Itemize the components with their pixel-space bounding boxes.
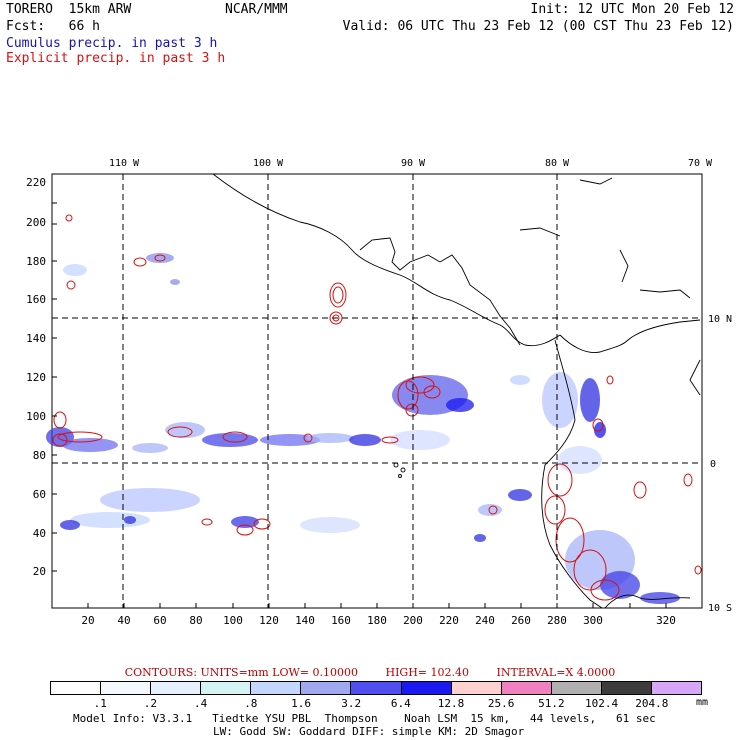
- colorbar-value: 51.2: [538, 697, 565, 710]
- cumulus-precip-label: Cumulus precip. in past 3 h: [6, 36, 218, 51]
- x-tick-label: 140: [295, 614, 315, 627]
- lat-label: 0: [710, 459, 716, 470]
- lon-label: 80 W: [545, 158, 570, 169]
- precip-colorbar: [50, 681, 702, 695]
- init-time: Init: 12 UTC Mon 20 Feb 12: [530, 2, 735, 17]
- y-tick-label: 60: [33, 488, 46, 501]
- contour-interval: INTERVAL=X 4.0000: [496, 666, 616, 679]
- x-tick-label: 320: [656, 614, 676, 627]
- contour-info: CONTOURS: UNITS=mm LOW= 0.10000 HIGH= 10…: [0, 666, 740, 679]
- x-tick-label: 20: [81, 614, 94, 627]
- colorbar-value: .1: [93, 697, 107, 710]
- colorbar-cell: [51, 682, 102, 694]
- x-tick-label: 300: [583, 614, 603, 627]
- model-info-line2: LW: Godd SW: Goddard DIFF: simple KM: 2D…: [213, 725, 525, 738]
- colorbar-cell: [551, 682, 602, 694]
- y-tick-label: 220: [26, 176, 46, 189]
- x-tick-label: 220: [439, 614, 459, 627]
- y-tick-label: 200: [26, 216, 46, 229]
- y-tick-label: 80: [33, 449, 46, 462]
- explicit-precip-label: Explicit precip. in past 3 h: [6, 51, 226, 66]
- model-title: TORERO 15km ARW: [6, 2, 132, 17]
- colorbar-cell: [351, 682, 402, 694]
- colorbar-cell: [301, 682, 352, 694]
- colorbar-cell: [101, 682, 152, 694]
- colorbar-value: 3.2: [341, 697, 362, 710]
- cumulus-precip-areas: [46, 253, 680, 604]
- colorbar-cell: [451, 682, 502, 694]
- colorbar-cell: [151, 682, 202, 694]
- colorbar-value: 102.4: [585, 697, 619, 710]
- y-tick-label: 40: [33, 527, 46, 540]
- colorbar-value: 25.6: [487, 697, 515, 710]
- x-tick-label: 280: [547, 614, 567, 627]
- colorbar-labels: .1 .2 .4 .8 1.6 3.2 6.4 12.8 25.6 51.2 1…: [50, 697, 702, 710]
- x-tick-label: 60: [153, 614, 166, 627]
- colorbar-cell: [401, 682, 452, 694]
- lat-label: 10 N: [708, 314, 732, 325]
- x-tick-label: 80: [189, 614, 202, 627]
- colorbar-value: 204.8: [635, 697, 669, 710]
- colorbar-value: 1.6: [291, 697, 311, 710]
- colorbar-cell: [251, 682, 302, 694]
- lon-label: 90 W: [401, 158, 426, 169]
- colorbar-cell: [601, 682, 652, 694]
- forecast-hour: Fcst: 66 h: [6, 19, 100, 34]
- y-tick-label: 180: [26, 255, 46, 268]
- y-tick-label: 160: [26, 293, 46, 306]
- colorbar-value: .2: [143, 697, 158, 710]
- x-tick-label: 160: [331, 614, 351, 627]
- contour-high: HIGH= 102.40: [385, 666, 470, 679]
- y-tick-label: 100: [26, 410, 46, 423]
- x-tick-label: 240: [475, 614, 495, 627]
- coastlines: [212, 173, 701, 609]
- lat-label: 10 S: [708, 603, 732, 614]
- center-name: NCAR/MMM: [225, 2, 288, 17]
- x-tick-label: 40: [117, 614, 130, 627]
- x-tick-label: 260: [511, 614, 531, 627]
- valid-time: Valid: 06 UTC Thu 23 Feb 12 (00 CST Thu …: [342, 19, 734, 34]
- contour-units: CONTOURS: UNITS=mm LOW= 0.10000: [124, 666, 358, 679]
- lon-label: 100 W: [253, 158, 284, 169]
- y-tick-label: 140: [26, 332, 46, 345]
- colorbar-cell: [651, 682, 702, 694]
- colorbar-value: 12.8: [437, 697, 465, 710]
- colorbar-cell: [501, 682, 552, 694]
- model-info-line1: Model Info: V3.3.1 Tiedtke YSU PBL Thomp…: [73, 712, 656, 725]
- axis-ticks: [52, 202, 667, 608]
- x-tick-label: 200: [403, 614, 423, 627]
- latlon-grid: [52, 174, 702, 608]
- colorbar-cell: [201, 682, 252, 694]
- precip-map: 20 40 60 80 100 120 140 160 180 200 220 …: [26, 158, 732, 627]
- colorbar-value: .8: [244, 697, 258, 710]
- colorbar-unit: mm: [696, 697, 709, 708]
- colorbar-value: 6.4: [390, 697, 411, 710]
- colorbar-value: .4: [193, 697, 208, 710]
- y-tick-label: 120: [26, 371, 46, 384]
- x-tick-label: 100: [223, 614, 243, 627]
- lon-label: 70 W: [688, 158, 713, 169]
- y-tick-label: 20: [33, 565, 46, 578]
- lon-label: 110 W: [109, 158, 140, 169]
- x-tick-label: 180: [367, 614, 387, 627]
- x-tick-label: 120: [259, 614, 279, 627]
